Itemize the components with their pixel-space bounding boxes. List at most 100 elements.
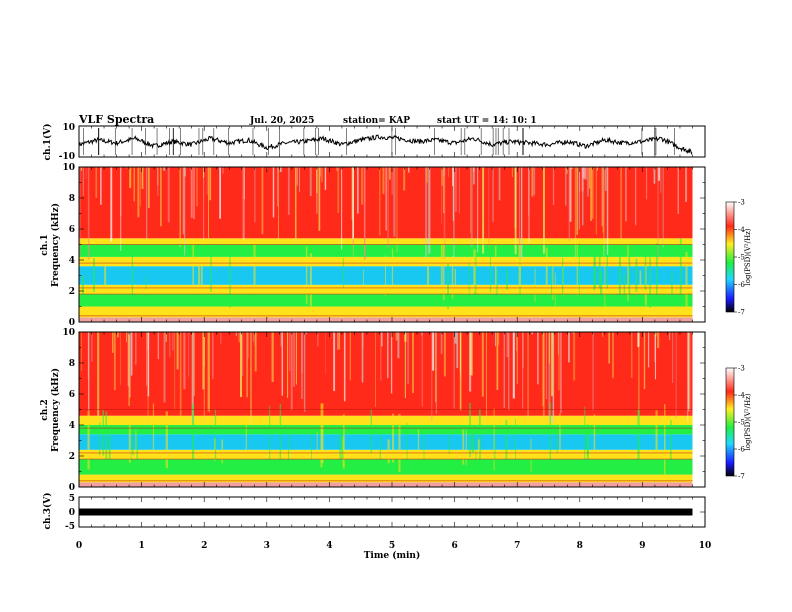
spectrogram-streak xyxy=(452,167,454,187)
spectrogram-streak xyxy=(498,167,501,201)
spectrogram-streak xyxy=(452,167,454,221)
spectrogram-streak xyxy=(473,167,475,172)
spectrogram-streak xyxy=(105,411,108,468)
spectrogram-streak xyxy=(421,332,423,336)
spectrogram-band-7 xyxy=(79,332,693,416)
spectrogram-streak xyxy=(198,257,201,289)
spectrogram-streak xyxy=(174,332,176,409)
spectrogram-streak xyxy=(588,167,591,189)
spectrogram-streak xyxy=(516,332,518,385)
spectrogram-streak xyxy=(602,332,604,337)
spectrogram-streak xyxy=(305,332,308,335)
spectrogram-streak xyxy=(219,167,221,219)
spectrogram-streak xyxy=(294,167,297,244)
spectrogram-streak xyxy=(271,332,274,382)
spectrogram-line-2 xyxy=(79,262,693,264)
spectrogram-streak xyxy=(443,332,446,377)
spectrogram-streak xyxy=(206,167,208,195)
spectrogram-streak xyxy=(79,167,81,256)
date-label: Jul. 20, 2025 xyxy=(249,116,314,126)
spectrogram-streak xyxy=(496,269,498,303)
spectrogram-streak xyxy=(243,167,245,200)
spectrogram-streak xyxy=(80,167,83,171)
spectrogram-streak xyxy=(393,167,396,237)
spectrogram-streak xyxy=(644,245,647,291)
spectrogram-streak xyxy=(406,422,408,462)
spectrogram-streak xyxy=(382,167,385,194)
spectrogram-streak xyxy=(208,332,210,413)
spectrogram-streak xyxy=(587,427,589,456)
spectrogram-streak xyxy=(443,167,445,177)
colorbar-tick-label: -6 xyxy=(738,446,745,454)
spectrogram-streak xyxy=(578,167,581,230)
spectrogram-streak xyxy=(321,167,323,182)
spectrogram-streak xyxy=(342,257,344,288)
spectrogram-streak xyxy=(81,332,83,372)
spectrogram-streak xyxy=(387,439,390,464)
spectrogram-streak xyxy=(638,332,640,423)
spectrogram-streak xyxy=(427,256,430,288)
spectrogram-streak xyxy=(519,167,521,256)
spectrogram-streak xyxy=(505,419,508,462)
spectrogram-streak xyxy=(592,167,594,169)
spectrogram-streak xyxy=(556,424,559,454)
spectrogram-streak xyxy=(469,332,472,392)
spectrogram-streak xyxy=(496,332,499,391)
spectrogram-streak xyxy=(374,332,376,407)
spectrogram-streak xyxy=(471,332,473,376)
spectrogram-streak xyxy=(203,167,205,240)
spectrogram-streak xyxy=(339,426,342,467)
spectrogram-band-2 xyxy=(79,294,693,307)
figure-title: VLF Spectra xyxy=(78,113,154,126)
spectrogram-streak xyxy=(542,332,544,407)
spectrogram-streak xyxy=(104,259,107,292)
spectrogram-streak xyxy=(653,332,656,363)
spectrogram-streak xyxy=(481,332,484,397)
spectrogram-streak xyxy=(462,429,465,465)
spectrogram-streak xyxy=(208,167,209,241)
spectrogram-streak xyxy=(391,413,395,463)
spectrogram-streak xyxy=(380,332,382,381)
spectrogram-streak xyxy=(470,167,471,233)
spectrogram-streak xyxy=(533,167,535,198)
spectrogram-streak xyxy=(112,332,114,353)
y-tick-label: 10 xyxy=(62,328,75,338)
spectrogram-streak xyxy=(85,167,87,180)
spectrogram-streak xyxy=(584,167,587,180)
spectrogram-streak xyxy=(131,253,134,295)
spectrogram-streak xyxy=(135,332,137,365)
spectrogram-streak xyxy=(397,332,400,359)
ch2-spec-ylabel-line1: ch.2 xyxy=(40,399,50,420)
ch3-waveform-ylabel: ch.3(V) xyxy=(42,493,53,530)
spectrogram-streak xyxy=(431,332,433,422)
spectrogram-streak xyxy=(235,332,238,337)
station-label: station= KAP xyxy=(343,116,410,126)
spectrogram-line-1 xyxy=(79,452,693,454)
spectrogram-streak xyxy=(620,167,622,241)
spectrogram-streak xyxy=(179,167,181,247)
spectrogram-streak xyxy=(128,332,130,407)
spectrogram-streak xyxy=(279,403,282,459)
spectrogram-streak xyxy=(639,270,642,289)
ch3-series-band xyxy=(79,508,693,516)
spectrogram-streak xyxy=(478,409,481,468)
colorbar-tick-label: -4 xyxy=(738,392,745,400)
spectrogram-streak xyxy=(140,167,141,207)
spectrogram-streak xyxy=(87,332,89,380)
spectrogram-streak xyxy=(203,332,205,367)
spectrogram-streak xyxy=(229,251,231,308)
spectrogram-streak xyxy=(470,167,473,247)
spectrogram-streak xyxy=(646,167,648,200)
spectrogram-streak xyxy=(511,167,513,178)
spectrogram-streak xyxy=(403,167,406,191)
spectrogram-streak xyxy=(677,167,679,214)
spectrogram-streak xyxy=(573,332,576,381)
spectrogram-streak xyxy=(157,167,159,196)
spectrogram-streak xyxy=(687,332,689,422)
spectrogram-streak xyxy=(172,332,174,351)
spectrogram-streak xyxy=(289,332,291,372)
spectrogram-streak xyxy=(442,167,445,214)
spectrogram-streak xyxy=(503,332,505,408)
spectrogram-streak xyxy=(591,167,594,219)
spectrogram-streak xyxy=(299,167,300,192)
